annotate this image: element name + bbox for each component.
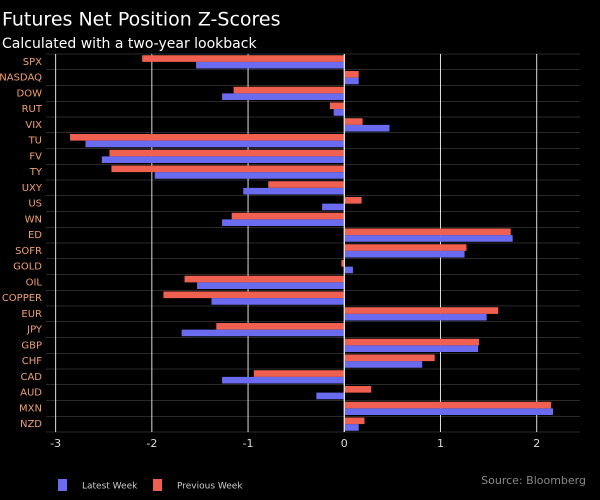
y-tick-label: GBP	[21, 340, 42, 351]
bar	[344, 197, 362, 204]
legend-label: Latest Week	[82, 482, 138, 492]
bar	[344, 424, 359, 431]
y-tick-label: COPPER	[2, 293, 42, 304]
y-tick-label: SOFR	[15, 246, 42, 257]
bar	[341, 260, 345, 267]
bar	[142, 55, 345, 62]
bar	[344, 386, 372, 393]
source: Source: Bloomberg	[481, 474, 586, 487]
x-tick-label: 0	[341, 437, 348, 450]
y-tick-label: UXY	[22, 183, 43, 194]
bar	[222, 219, 345, 226]
y-tick-label: US	[28, 199, 42, 210]
bar	[344, 118, 363, 125]
y-tick-label: NZD	[20, 419, 42, 430]
x-tick-label: 2	[533, 437, 540, 450]
bar	[243, 187, 345, 195]
bar	[233, 86, 345, 94]
x-tick-label: 1	[437, 437, 444, 450]
bar	[333, 109, 345, 116]
y-tick-label: SPX	[23, 57, 42, 68]
bar	[154, 172, 345, 179]
bar	[216, 323, 345, 330]
y-tick-label: OIL	[26, 277, 43, 288]
bar	[268, 181, 345, 188]
bar	[344, 401, 552, 409]
y-tick-label: GOLD	[13, 262, 42, 273]
bar	[111, 165, 345, 173]
y-tick-label: VIX	[25, 120, 42, 131]
bar	[344, 345, 479, 352]
legend-swatch	[58, 479, 67, 491]
bar	[344, 235, 513, 242]
y-tick-label: WN	[25, 214, 42, 225]
chart-subtitle: Calculated with a two-year lookback	[2, 36, 257, 52]
bar	[109, 149, 345, 157]
y-tick-label: CHF	[22, 356, 43, 367]
y-tick-label: ED	[28, 230, 42, 241]
legend-label: Previous Week	[177, 482, 243, 492]
y-tick-label: TU	[28, 136, 42, 147]
y-tick-label: RUT	[22, 104, 43, 115]
bar	[184, 275, 345, 283]
bar	[222, 376, 345, 384]
y-tick-label: AUD	[20, 388, 42, 399]
bar	[329, 102, 345, 110]
bar	[181, 329, 345, 337]
bar	[222, 93, 345, 100]
bar	[316, 392, 345, 400]
bar	[197, 282, 345, 289]
bar	[344, 124, 390, 132]
bar	[344, 408, 554, 415]
bar	[344, 250, 465, 258]
y-tick-label: JPY	[26, 325, 43, 336]
y-tick-label: DOW	[17, 88, 43, 99]
y-tick-label: NASDAQ	[0, 73, 42, 84]
bar	[344, 338, 479, 346]
bar	[253, 370, 345, 377]
bar	[344, 361, 423, 368]
bar	[344, 71, 359, 78]
bar	[163, 291, 345, 299]
x-tick-label: -1	[243, 437, 254, 450]
bar	[231, 212, 345, 220]
legend-swatch	[153, 479, 162, 491]
y-tick-label: FV	[29, 151, 42, 162]
y-tick-label: CAD	[20, 372, 42, 383]
bar	[344, 417, 365, 425]
bar	[344, 228, 511, 236]
bar	[85, 140, 345, 148]
bar	[196, 61, 345, 69]
bar	[101, 156, 345, 163]
bar	[344, 244, 467, 251]
bar	[322, 203, 345, 211]
y-tick-label: TY	[29, 167, 43, 178]
y-tick-label: EUR	[21, 309, 42, 320]
bar	[344, 266, 353, 274]
bar	[344, 354, 435, 362]
bar	[344, 77, 359, 85]
bar	[70, 134, 345, 141]
y-tick-label: MXN	[19, 403, 42, 414]
bar	[344, 313, 487, 321]
bar	[211, 298, 345, 305]
chart-title: Futures Net Position Z-Scores	[2, 9, 281, 31]
x-tick-label: -3	[50, 437, 61, 450]
x-tick-label: -2	[146, 437, 157, 450]
bar	[344, 307, 499, 314]
